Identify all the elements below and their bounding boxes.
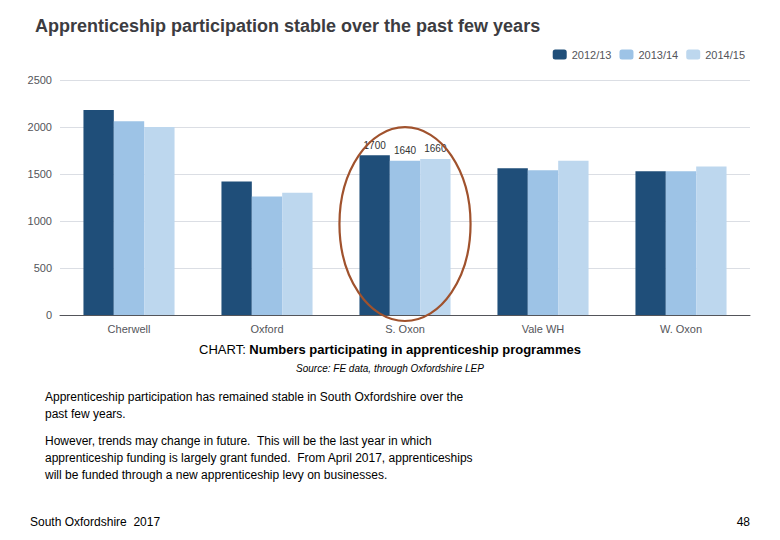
svg-text:500: 500: [34, 262, 52, 274]
svg-text:48: 48: [737, 515, 751, 529]
svg-text:Source: FE data, through Oxfor: Source: FE data, through Oxfordshire LEP: [296, 363, 484, 374]
svg-text:Apprenticeship participation s: Apprenticeship participation stable over…: [35, 16, 540, 36]
svg-text:Cherwell: Cherwell: [108, 323, 151, 335]
svg-text:0: 0: [46, 309, 52, 321]
svg-text:1640: 1640: [394, 145, 417, 156]
svg-text:Apprenticeship participation h: Apprenticeship participation has remaine…: [45, 390, 464, 404]
svg-text:W. Oxon: W. Oxon: [660, 323, 702, 335]
svg-text:apprenticeship funding is larg: apprenticeship funding is largely grant …: [45, 451, 473, 465]
svg-text:S. Oxon: S. Oxon: [385, 323, 425, 335]
svg-text:past few years.: past few years.: [45, 407, 126, 421]
svg-text:Vale WH: Vale WH: [522, 323, 565, 335]
svg-text:South Oxfordshire 2017: South Oxfordshire 2017: [30, 515, 160, 529]
svg-text:1660: 1660: [424, 143, 447, 155]
svg-text:2014/15: 2014/15: [705, 49, 745, 61]
svg-text:1000: 1000: [28, 215, 52, 227]
svg-text:Numbers participating in appre: Numbers participating in apprenticeship …: [249, 342, 581, 357]
svg-text:However, trends may change in: However, trends may change in future. Th…: [45, 434, 432, 448]
svg-text:CHART:: CHART:: [199, 342, 249, 357]
svg-text:2500: 2500: [28, 74, 52, 86]
svg-text:2012/13: 2012/13: [572, 49, 612, 61]
svg-text:1700: 1700: [363, 139, 386, 151]
svg-text:Oxford: Oxford: [250, 323, 283, 335]
svg-text:2013/14: 2013/14: [638, 49, 678, 61]
svg-text:2000: 2000: [28, 121, 52, 133]
svg-text:1500: 1500: [28, 168, 52, 180]
svg-text:will be funded through a new a: will be funded through a new apprentices…: [44, 468, 387, 482]
